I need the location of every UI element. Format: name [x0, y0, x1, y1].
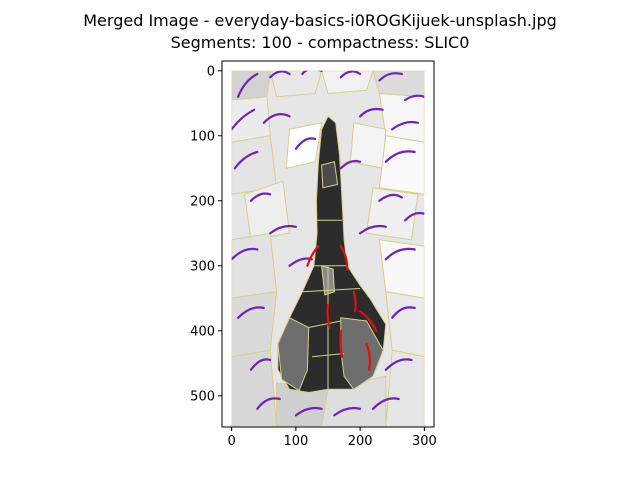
segment-curve-purple — [237, 306, 265, 319]
segment-curve-purple — [359, 224, 387, 235]
x-tick-label: 0 — [227, 434, 235, 449]
segment-curve-purple — [333, 406, 362, 417]
segment-curve-purple — [256, 397, 281, 410]
superpixel-light — [385, 291, 425, 358]
y-tick-label: 500 — [190, 389, 215, 404]
superpixel-light — [231, 349, 278, 427]
y-tick-label: 0 — [207, 64, 215, 79]
segment-curve-purple — [237, 72, 259, 98]
chart-subtitle: Segments: 100 - compactness: SLIC0 — [170, 33, 470, 52]
segment-curve-purple — [294, 137, 317, 150]
segment-curve-purple — [359, 107, 384, 118]
superpixel-gray-left — [277, 317, 310, 392]
superpixel-light — [231, 232, 278, 299]
x-tick-label: 200 — [348, 434, 373, 449]
segment-curve-red — [339, 329, 344, 358]
segment-curve-purple — [233, 150, 259, 170]
superpixel-light — [372, 70, 425, 98]
chart-title: Merged Image - everyday-basics-i0ROGKiju… — [83, 11, 557, 30]
superpixel-light — [231, 96, 271, 143]
segment-border — [308, 320, 341, 329]
segment-curve-purple — [249, 192, 272, 202]
segment-curve-purple — [404, 211, 425, 222]
superpixel-light — [285, 122, 323, 169]
axes-frame — [221, 60, 435, 428]
segment-curve-purple — [269, 70, 291, 79]
segment-curve-purple — [391, 306, 416, 319]
axis-ticks: 0 100 200 300 0 100 200 300 400 500 — [190, 64, 437, 449]
segment-curve-purple — [384, 247, 416, 261]
segment-curve-purple — [269, 224, 297, 235]
segment-curve-red — [306, 245, 320, 267]
segment-curve-red — [359, 310, 378, 332]
segment-curve-purple — [384, 150, 416, 163]
segment-curve-red — [352, 290, 357, 313]
segment-curve-purple — [371, 397, 400, 410]
superpixel-light — [385, 349, 425, 427]
y-tick-label: 100 — [190, 129, 215, 144]
segment-curve-purple — [378, 193, 403, 202]
segment-curve-purple — [249, 358, 272, 371]
segment-curve-purple — [391, 120, 419, 131]
segment-border — [302, 288, 361, 293]
segment-curve-purple — [262, 113, 291, 124]
superpixel-light — [269, 70, 323, 98]
segment-curve-red — [326, 303, 331, 329]
x-tick-label: 300 — [412, 434, 437, 449]
superpixel-light — [321, 70, 374, 95]
segment-curve-red — [365, 342, 372, 371]
segment-curve-purple — [384, 358, 413, 371]
segment-curve-purple — [339, 159, 362, 170]
y-tick-label: 200 — [190, 194, 215, 209]
segment-curve-purple — [294, 406, 323, 417]
segment-curve-purple — [378, 72, 403, 82]
x-tick-label: 100 — [283, 434, 308, 449]
y-tick-label: 300 — [190, 259, 215, 274]
superpixel-light — [231, 291, 278, 358]
segment-curve-purple — [231, 247, 259, 261]
superpixel-light — [378, 135, 425, 195]
merged-image — [231, 70, 425, 427]
superpixel-neck — [321, 161, 339, 189]
segment-curve-purple — [404, 94, 425, 102]
segment-curve-purple — [231, 108, 256, 131]
segment-curve-purple — [339, 70, 362, 79]
superpixel-light — [378, 92, 425, 143]
segment-curve-red — [339, 245, 349, 271]
segment-curve-purple — [301, 70, 323, 76]
y-tick-label: 400 — [190, 324, 215, 339]
